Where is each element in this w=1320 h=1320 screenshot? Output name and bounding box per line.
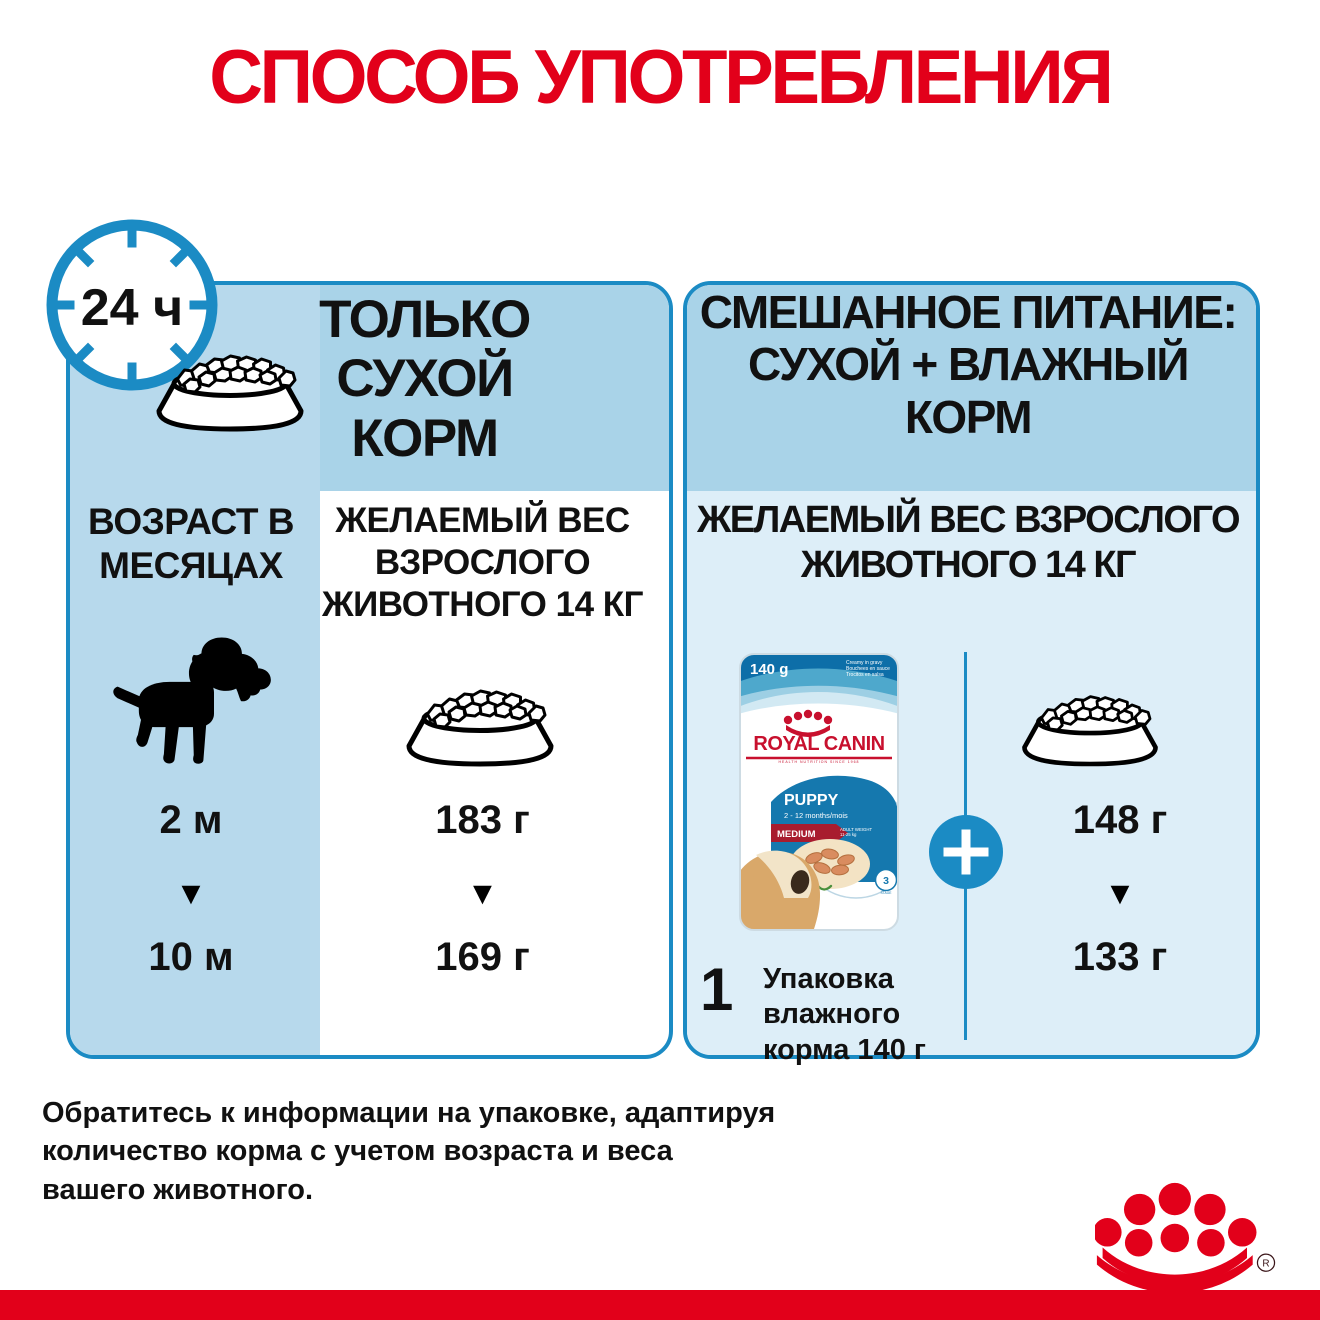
- svg-text:ROYAL CANIN: ROYAL CANIN: [753, 733, 884, 755]
- svg-text:HEALTH NUTRITION SINCE 1968: HEALTH NUTRITION SINCE 1968: [778, 760, 859, 764]
- svg-text:140 g: 140 g: [750, 661, 788, 678]
- svg-text:11-25 kg: 11-25 kg: [840, 832, 857, 837]
- svg-text:2 - 12 months/mois: 2 - 12 months/mois: [784, 811, 848, 820]
- svg-text:Trocitos en salsa: Trocitos en salsa: [846, 672, 884, 678]
- svg-text:MEDIUM: MEDIUM: [777, 829, 816, 840]
- svg-text:PUPPY: PUPPY: [784, 792, 839, 809]
- svg-text:3: 3: [883, 875, 889, 887]
- svg-text:STAGE: STAGE: [881, 891, 893, 895]
- svg-text:R: R: [1262, 1259, 1269, 1270]
